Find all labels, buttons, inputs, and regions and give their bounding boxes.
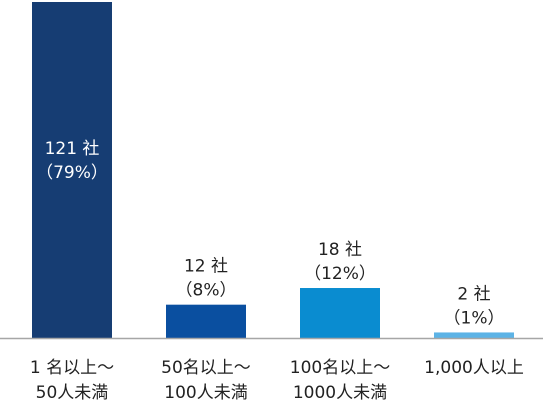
bar-value-label: 18 社 — [318, 240, 362, 260]
category-label: 50名以上～ — [161, 358, 251, 378]
bar-percent-label: （1%） — [444, 308, 505, 328]
bar — [300, 288, 380, 338]
bar-percent-label: （79%） — [36, 163, 108, 183]
category-label: 1000人未満 — [293, 383, 387, 403]
bar-value-label: 2 社 — [457, 284, 490, 304]
category-label: 1 名以上～ — [30, 358, 114, 378]
bar — [32, 2, 112, 338]
bar — [434, 332, 514, 338]
category-label: 100名以上～ — [290, 358, 390, 378]
category-label: 1,000人以上 — [424, 358, 524, 378]
bar-percent-label: （12%） — [304, 264, 376, 284]
bar-percent-label: （8%） — [176, 281, 237, 301]
bar — [166, 304, 246, 338]
bar-value-label: 12 社 — [184, 257, 228, 277]
category-label: 100人未満 — [164, 383, 247, 403]
bars-layer — [32, 2, 514, 338]
value-labels-layer: 121 社 （79%） 12 社 （8%） 18 社 （12%） 2 社 （1%） — [36, 139, 504, 329]
category-label: 50人未満 — [36, 383, 109, 403]
bar-value-label: 121 社 — [45, 139, 100, 159]
category-labels-layer: 1 名以上～ 50人未満 50名以上～ 100人未満 100名以上～ 1000人未満 1,0… — [30, 358, 524, 403]
